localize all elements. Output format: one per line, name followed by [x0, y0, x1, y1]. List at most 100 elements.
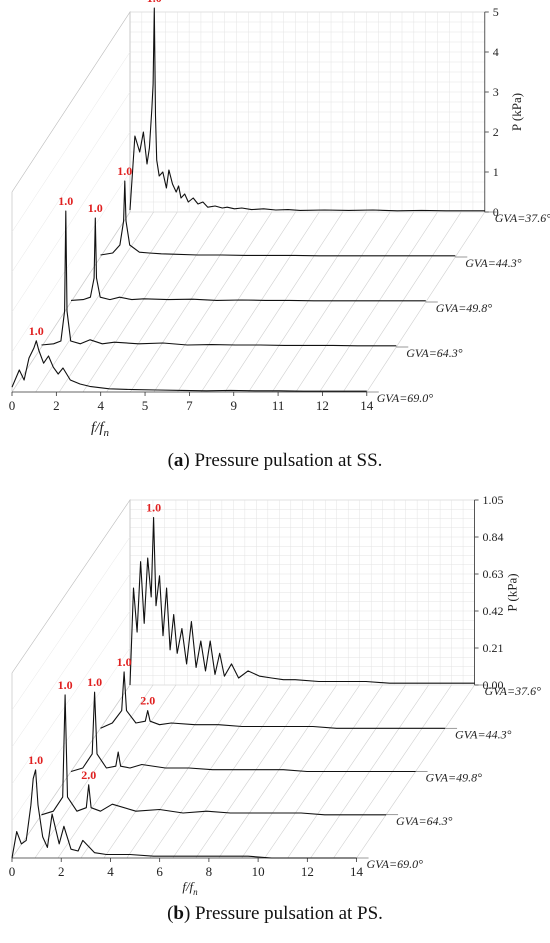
peak-label: 1.0 [146, 501, 161, 515]
side-grid [11, 91, 131, 273]
series-line [100, 180, 456, 257]
floor-grid [342, 211, 462, 393]
floor-grid [248, 211, 367, 393]
peak-label: 1.0 [117, 164, 132, 178]
series-label: GVA=44.3° [455, 727, 512, 741]
floor-grid [295, 211, 415, 393]
peak-label-2: 2.0 [81, 768, 96, 782]
floor-grid [11, 211, 131, 393]
peak-label: 1.0 [87, 675, 102, 689]
x-tick-label: 0 [9, 864, 16, 879]
z-tick-label: 0.00 [483, 678, 504, 692]
chart-panel-b: 0 2 4 6 8 10 12 14 f/fn 0.00 0.21 0.42 0.63 0.84 1.05 P… [0, 483, 550, 943]
caption-a-label: a [173, 450, 184, 471]
series-line [41, 694, 387, 816]
x-tick-label: 8 [206, 864, 213, 879]
peak-label: 1.0 [58, 194, 73, 208]
floor-grid [271, 211, 391, 393]
z-tick-label: 1 [493, 165, 499, 179]
x-tick-label: 11 [272, 398, 285, 413]
x-tick-label: 12 [301, 864, 314, 879]
x-tick-label: 14 [350, 864, 364, 879]
caption-b: (b) Pressure pulsation at PS. [167, 903, 383, 924]
z-axis-label: P (kPa) [505, 573, 520, 611]
caption-b-label: b [173, 903, 184, 924]
peak-label: 1.0 [147, 0, 162, 5]
floor-grid [153, 211, 273, 393]
z-tick-label: 0.21 [483, 641, 504, 655]
peak-label: 1.0 [28, 753, 43, 767]
floor-grid [149, 684, 269, 859]
series-line [70, 691, 416, 773]
z-tick-label: 2 [493, 125, 499, 139]
side-grid [11, 131, 131, 313]
x-tick-label: 9 [230, 398, 237, 413]
x-tick-label: 4 [107, 864, 114, 879]
series-line [70, 217, 426, 302]
series-line [11, 340, 367, 392]
series-label: GVA=69.0° [367, 857, 424, 871]
series-line [129, 7, 485, 212]
peak-label-2: 2.0 [140, 694, 155, 708]
z-tick-label: 4 [493, 45, 499, 59]
series-label: GVA=49.8° [426, 771, 483, 785]
caption-a-text: Pressure pulsation at SS. [194, 450, 383, 471]
series-line [100, 671, 446, 729]
floor-grid [34, 684, 154, 859]
series-label: GVA=37.6° [485, 684, 542, 698]
floor-grid [106, 211, 225, 393]
x-tick-label: 14 [360, 398, 374, 413]
floor-grid [200, 211, 320, 393]
z-tick-label: 0.84 [483, 530, 504, 544]
side-grid [11, 51, 131, 233]
floor-grid [82, 211, 202, 393]
floor-grid [224, 211, 344, 393]
peak-label: 1.0 [117, 655, 132, 669]
floor-grid [130, 211, 249, 393]
z-tick-label: 1.05 [483, 493, 504, 507]
floor-grid [195, 684, 315, 859]
side-grid [11, 536, 131, 711]
series-label: GVA=49.8° [436, 301, 493, 315]
x-axis-label: f/fn [182, 879, 198, 897]
x-tick-label: 5 [142, 398, 149, 413]
side-grid [11, 610, 131, 785]
z-tick-label: 3 [493, 85, 499, 99]
z-tick-label: 0.42 [483, 604, 504, 618]
x-tick-label: 4 [97, 398, 104, 413]
side-grid [11, 573, 131, 748]
z-tick-label: 5 [493, 5, 499, 19]
floor-grid [177, 211, 296, 393]
series-label: GVA=69.0° [377, 391, 434, 405]
side-grid [11, 171, 131, 353]
chart-b-svg: 0 2 4 6 8 10 12 14 f/fn 0.00 0.21 0.42 0.63 0.84 1.05 P… [9, 493, 542, 897]
floor-grid [172, 684, 292, 859]
z-tick-label: 0.63 [483, 567, 504, 581]
floor-grid [218, 684, 337, 859]
peak-label: 1.0 [58, 678, 73, 692]
floor-grid [103, 684, 223, 859]
peak-label: 1.0 [88, 201, 103, 215]
x-tick-label: 10 [252, 864, 265, 879]
series-line [11, 769, 357, 859]
series-label: GVA=64.3° [396, 814, 453, 828]
x-tick-label: 12 [316, 398, 329, 413]
x-tick-label: 7 [186, 398, 193, 413]
side-grid [11, 647, 131, 822]
series-line [41, 210, 397, 347]
floor-grid [59, 211, 178, 393]
caption-a: (a) Pressure pulsation at SS. [167, 450, 383, 471]
z-axis-label: P (kPa) [509, 93, 524, 131]
series-label: GVA=44.3° [465, 256, 522, 270]
floor-grid [35, 211, 154, 393]
series-line [129, 517, 475, 686]
series-label: GVA=37.6° [495, 211, 550, 225]
x-axis-label: f/fn [91, 420, 110, 439]
floor-grid [319, 211, 438, 393]
series-label: GVA=64.3° [406, 346, 463, 360]
x-tick-label: 6 [156, 864, 163, 879]
peak-label: 1.0 [29, 324, 44, 338]
x-tick-label: 2 [58, 864, 65, 879]
floor-grid [57, 684, 177, 859]
